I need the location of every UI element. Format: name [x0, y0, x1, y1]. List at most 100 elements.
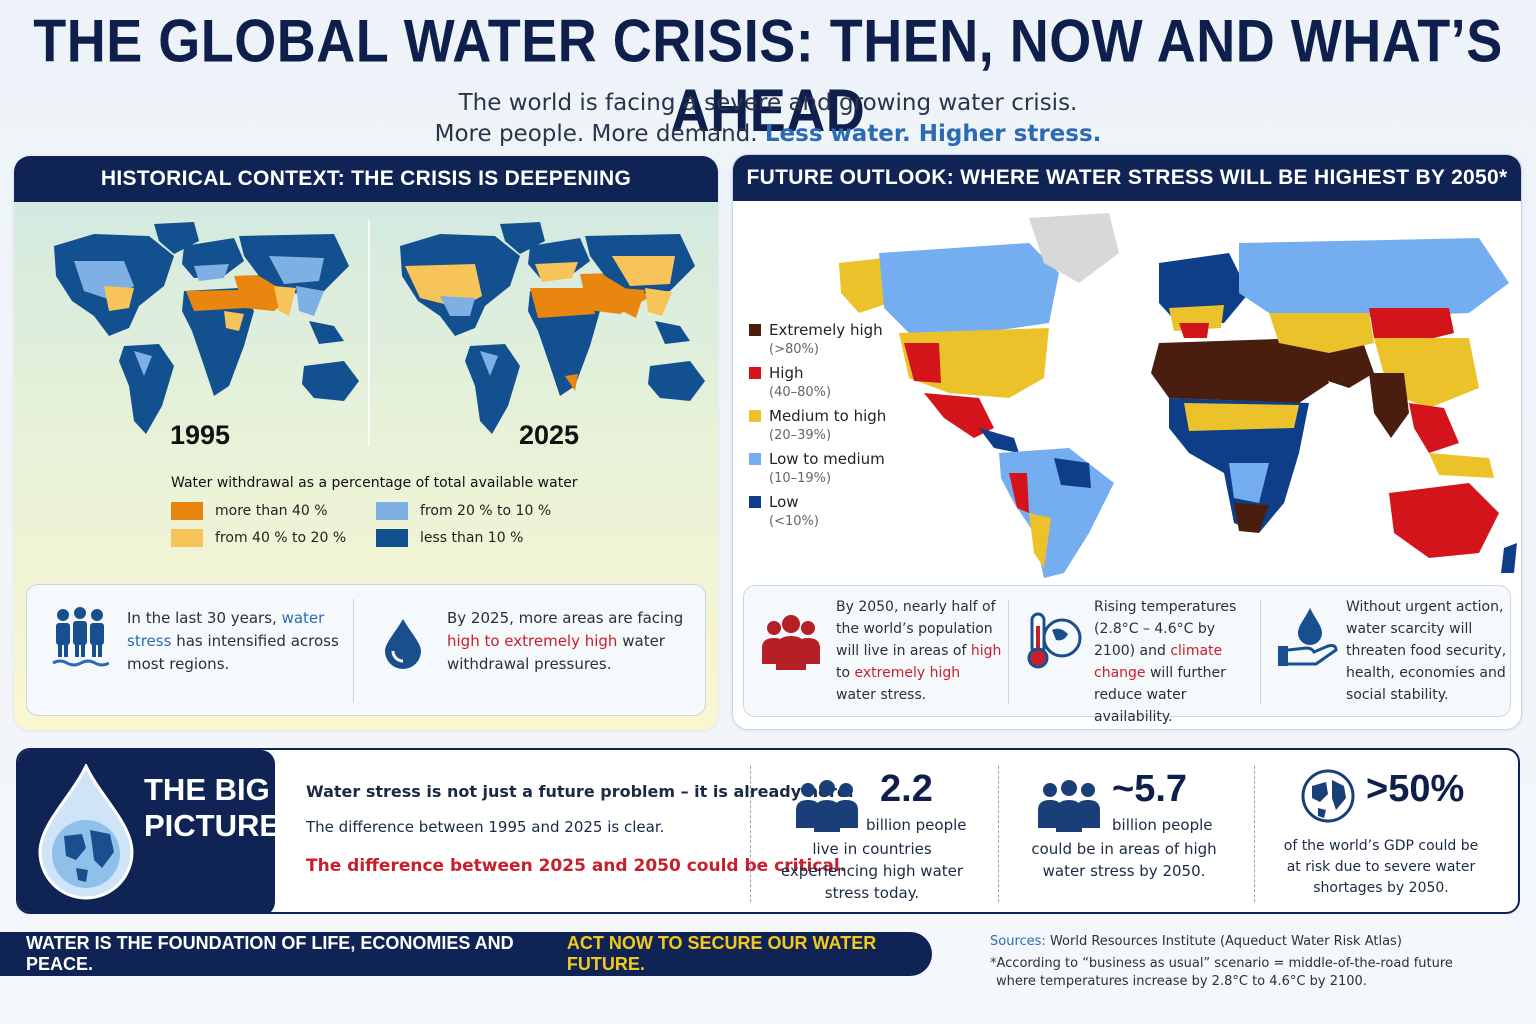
sources-text: World Resources Institute (Aqueduct Wate… — [1049, 934, 1402, 949]
legend-label: more than 40 % — [215, 503, 328, 519]
subtitle-highlight: Less water. Higher stress. — [764, 121, 1102, 147]
legend-swatch — [376, 502, 408, 520]
year-label-1995: 1995 — [170, 420, 231, 450]
year-label-2025: 2025 — [519, 420, 580, 450]
legend-label: less than 10 % — [420, 530, 524, 546]
legend-swatch — [749, 367, 761, 379]
big-picture-badge: THE BIG PICTURE — [18, 750, 280, 912]
historical-heading: HISTORICAL CONTEXT: THE CRISIS IS DEEPEN… — [14, 156, 718, 202]
subtitle-plain: More people. More demand. — [434, 121, 758, 147]
stat-description: could be in areas of high water stress b… — [1031, 840, 1217, 880]
card-text: By 2050, nearly half of the world’s popu… — [836, 599, 996, 659]
subtitle-line-2: More people. More demand. Less water. Hi… — [0, 119, 1536, 150]
future-legend-low: Low (<10%) — [749, 493, 819, 529]
legend-range: (20–39%) — [769, 428, 832, 443]
legend-swatch — [749, 324, 761, 336]
legend-swatch — [749, 453, 761, 465]
big-picture-line-3: The difference between 2025 and 2050 cou… — [306, 856, 847, 876]
historical-panel: HISTORICAL CONTEXT: THE CRISIS IS DEEPEN… — [14, 156, 718, 730]
subtitle-line-1: The world is facing a severe and growing… — [458, 90, 1078, 116]
big-picture-line-1: Water stress is not just a future proble… — [306, 782, 854, 801]
stat-value-5-7: ~5.7 — [1112, 768, 1188, 810]
legend-item-40-to-20: from 40 % to 20 % — [171, 529, 346, 547]
hand-water-drop-icon — [1278, 608, 1338, 666]
stat-value-50-percent: >50% — [1366, 768, 1465, 810]
stat-value-2-2: 2.2 — [880, 768, 933, 810]
footnote-line-2: where temperatures increase by 2.8°C to … — [996, 974, 1367, 989]
legend-label: Low — [769, 493, 799, 511]
legend-label: Extremely high — [769, 321, 883, 339]
legend-label: from 20 % to 10 % — [420, 503, 552, 519]
future-card-text-2: Rising temperatures (2.8°C – 4.6°C by 21… — [1094, 596, 1254, 728]
legend-item-20-to-10: from 20 % to 10 % — [376, 502, 551, 520]
big-picture-line-2: The difference between 1995 and 2025 is … — [306, 818, 665, 836]
world-map-2050 — [839, 213, 1517, 578]
historical-legend-title: Water withdrawal as a percentage of tota… — [171, 475, 578, 491]
big-title-line: THE BIG — [144, 772, 270, 807]
legend-label: High — [769, 364, 804, 382]
legend-item-more-than-40: more than 40 % — [171, 502, 328, 520]
future-info-card: By 2050, nearly half of the world’s popu… — [743, 585, 1511, 725]
future-card-text-1: By 2050, nearly half of the world’s popu… — [836, 596, 1002, 706]
sources-line: Sources: World Resources Institute (Aque… — [990, 932, 1402, 952]
page-title: THE GLOBAL WATER CRISIS: THEN, NOW AND W… — [33, 7, 1503, 145]
legend-range: (40–80%) — [769, 385, 832, 400]
legend-range: (10–19%) — [769, 471, 832, 486]
historical-card-text-1: In the last 30 years, water stress has i… — [127, 607, 347, 676]
legend-swatch — [171, 529, 203, 547]
legend-swatch — [749, 410, 761, 422]
card-text: In the last 30 years, — [127, 609, 277, 627]
historical-card-text-2: By 2025, more areas are facing high to e… — [447, 607, 687, 676]
legend-label: Low to medium — [769, 450, 885, 468]
card-text: water withdrawal pressures. — [447, 632, 665, 673]
future-heading: FUTURE OUTLOOK: WHERE WATER STRESS WILL … — [733, 155, 1521, 201]
card-highlight: climate change — [1094, 643, 1223, 681]
stat-unit: billion people — [1112, 816, 1213, 834]
card-text: will further reduce water availability. — [1094, 665, 1226, 725]
thermometer-globe-icon — [1027, 612, 1082, 669]
stat-description: live in countries experiencing high wate… — [780, 840, 964, 902]
card-text: water stress. — [836, 687, 927, 703]
legend-swatch — [376, 529, 408, 547]
future-legend-medium-to-high: Medium to high (20–39%) — [749, 407, 886, 443]
people-group-icon — [1038, 780, 1100, 832]
future-legend-low-to-medium: Low to medium (10–19%) — [749, 450, 885, 486]
stat-description: of the world’s GDP could be at risk due … — [1283, 838, 1479, 896]
banner-white-text: WATER IS THE FOUNDATION OF LIFE, ECONOMI… — [26, 933, 514, 974]
legend-range: (<10%) — [769, 514, 819, 529]
people-group-icon — [796, 780, 858, 832]
legend-swatch — [749, 496, 761, 508]
big-title-line: PICTURE — [144, 808, 281, 843]
population-icon — [762, 615, 820, 670]
sources-label: Sources: — [990, 934, 1046, 949]
card-highlight: water stress — [127, 609, 325, 650]
card-text: By 2025, more areas are facing — [447, 609, 684, 627]
page-subtitle: The world is facing a severe and growing… — [0, 88, 1536, 150]
card-text: to — [836, 665, 851, 681]
globe-icon — [1301, 769, 1355, 823]
stat-unit: billion people — [866, 816, 967, 834]
historical-info-card: In the last 30 years, water stress has i… — [26, 584, 706, 716]
legend-label: Medium to high — [769, 407, 887, 425]
card-highlight: high to extremely high — [447, 632, 618, 650]
future-legend-extremely-high: Extremely high (>80%) — [749, 321, 883, 357]
big-picture-section: THE BIG PICTURE Water stress is not just… — [16, 748, 1520, 914]
legend-swatch — [171, 502, 203, 520]
card-text: has intensified across most regions. — [127, 632, 339, 673]
card-highlight: extremely high — [854, 665, 961, 681]
call-to-action-banner: WATER IS THE FOUNDATION OF LIFE, ECONOMI… — [0, 932, 932, 976]
people-water-icon — [52, 607, 109, 667]
future-legend-high: High (40–80%) — [749, 364, 831, 400]
big-picture-title: THE BIG PICTURE — [144, 772, 280, 844]
water-drop-icon — [385, 619, 421, 669]
world-map-1995 — [54, 222, 359, 434]
globe-drop-icon — [38, 764, 134, 900]
world-map-2025 — [400, 222, 705, 434]
legend-label: from 40 % to 20 % — [215, 530, 347, 546]
future-card-text-3: Without urgent action, water scarcity wi… — [1346, 599, 1507, 703]
legend-item-less-than-10: less than 10 % — [376, 529, 523, 547]
future-panel: FUTURE OUTLOOK: WHERE WATER STRESS WILL … — [732, 154, 1522, 730]
card-text: Rising temperatures (2.8°C – 4.6°C by 21… — [1094, 599, 1237, 659]
card-highlight: high — [970, 643, 1002, 659]
footnote-line-1: *According to “business as usual” scenar… — [990, 956, 1453, 971]
